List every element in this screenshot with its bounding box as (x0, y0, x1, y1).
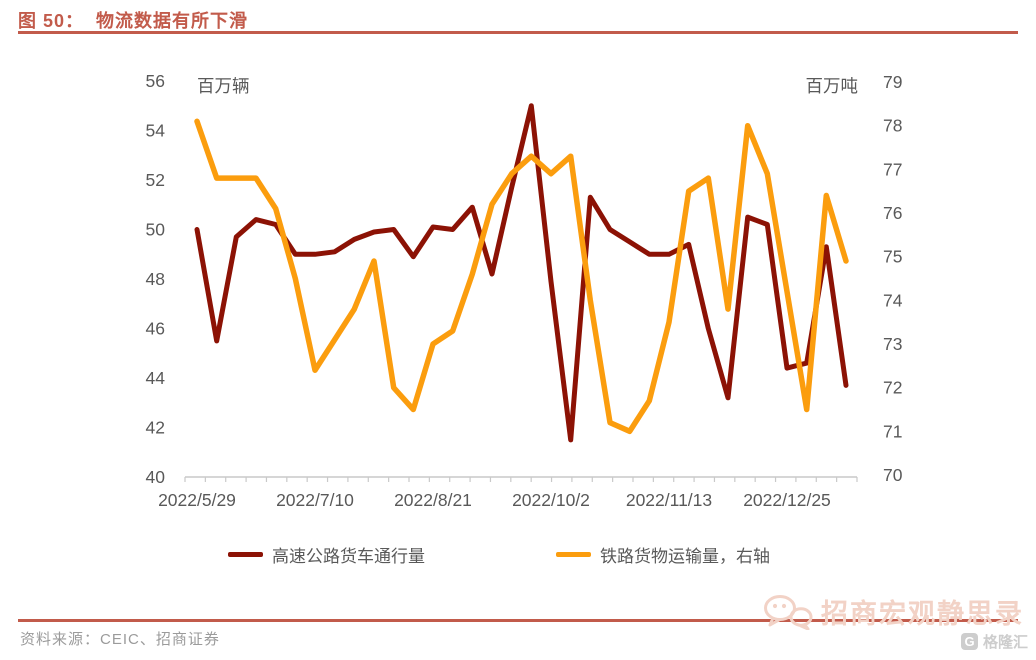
legend-item-rail: 铁路货物运输量，右轴 (556, 544, 770, 566)
right-axis-tick-label: 79 (883, 72, 902, 92)
left-axis-tick-label: 44 (146, 368, 166, 388)
left-axis-tick-label: 42 (146, 418, 165, 438)
truck-traffic-line (194, 103, 849, 443)
left-axis-unit-label: 百万辆 (197, 76, 250, 96)
gelonghui-logo: G 格隆汇 (961, 631, 1028, 652)
x-axis-date-label: 2022/5/29 (158, 490, 236, 510)
x-axis-date-label: 2022/10/2 (512, 490, 590, 510)
left-axis-tick-label: 48 (146, 269, 165, 289)
x-axis-date-label: 2022/12/25 (743, 490, 831, 510)
left-axis-tick-label: 52 (146, 170, 165, 190)
truck-series-label: 高速公路货车通行量 (272, 546, 425, 566)
right-axis-tick-label: 76 (883, 203, 902, 223)
legend-item-truck: 高速公路货车通行量 (228, 544, 425, 566)
left-axis-tick-label: 40 (146, 467, 166, 487)
rail-series-swatch (556, 551, 591, 557)
left-axis-tick-label: 54 (146, 121, 166, 141)
right-axis-unit-label: 百万吨 (806, 76, 859, 96)
right-axis-tick-label: 70 (883, 465, 903, 485)
right-axis-tick-label: 74 (883, 290, 903, 310)
gelonghui-logo-text: 格隆汇 (983, 634, 1029, 651)
x-axis-date-label: 2022/11/13 (626, 490, 712, 510)
right-axis-tick-label: 78 (883, 116, 902, 136)
left-axis-tick-label: 56 (146, 71, 165, 91)
gelonghui-badge-icon: G (961, 633, 978, 650)
bottom-divider (18, 619, 1018, 622)
right-axis-tick-label: 72 (883, 378, 902, 398)
watermark: 招商宏观静思录 (763, 592, 1024, 631)
x-axis-date-label: 2022/8/21 (394, 490, 472, 510)
rail-freight-line (194, 118, 849, 435)
x-axis-date-label: 2022/7/10 (276, 490, 354, 510)
right-axis-tick-label: 77 (883, 159, 902, 179)
title-divider (18, 31, 1018, 34)
source-note: 资料来源：CEIC、招商证券 (20, 631, 220, 648)
watermark-text: 招商宏观静思录 (821, 599, 1024, 629)
right-axis-tick-label: 71 (883, 421, 902, 441)
right-axis-tick-label: 75 (883, 247, 902, 267)
truck-series-swatch (228, 551, 263, 557)
wechat-icon (764, 594, 813, 630)
rail-series-label: 铁路货物运输量，右轴 (600, 546, 770, 566)
left-axis-tick-label: 50 (146, 220, 166, 240)
right-axis-tick-label: 73 (883, 334, 902, 354)
left-axis-tick-label: 46 (146, 319, 165, 339)
figure-title: 图 50： 物流数据有所下滑 (18, 11, 249, 31)
